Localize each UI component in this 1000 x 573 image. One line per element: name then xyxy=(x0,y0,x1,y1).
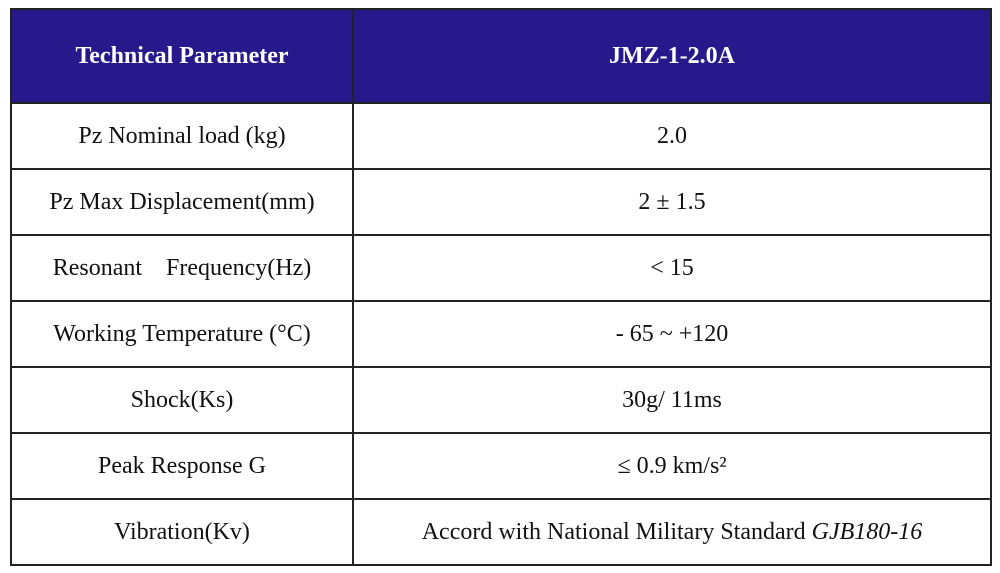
header-cell: JMZ-1-2.0A xyxy=(352,8,992,104)
parameter-table: Technical Parameter JMZ-1-2.0A Pz Nomina… xyxy=(10,8,992,566)
table-row: Peak Response G ≤ 0.9 km/s² xyxy=(10,432,992,500)
value-cell: - 65 ~ +120 xyxy=(352,300,992,368)
parameter-cell: Shock(Ks) xyxy=(10,366,354,434)
value-cell: 2.0 xyxy=(352,102,992,170)
parameter-cell: Pz Nominal load (kg) xyxy=(10,102,354,170)
value-cell: 30g/ 11ms xyxy=(352,366,992,434)
parameter-cell: Peak Response G xyxy=(10,432,354,500)
value-cell: 2 ± 1.5 xyxy=(352,168,992,236)
header-row: Technical Parameter JMZ-1-2.0A xyxy=(10,8,992,104)
table-row: Working Temperature (°C) - 65 ~ +120 xyxy=(10,300,992,368)
value-cell: ≤ 0.9 km/s² xyxy=(352,432,992,500)
header-cell: Technical Parameter xyxy=(10,8,354,104)
table-row: Resonant Frequency(Hz) < 15 xyxy=(10,234,992,302)
parameter-cell: Pz Max Displacement(mm) xyxy=(10,168,354,236)
parameter-cell: Working Temperature (°C) xyxy=(10,300,354,368)
parameter-cell: Resonant Frequency(Hz) xyxy=(10,234,354,302)
table-body: Pz Nominal load (kg) 2.0 Pz Max Displaceme… xyxy=(10,102,992,566)
cell-text: Accord with National Military Standard xyxy=(421,518,806,545)
table-row: Pz Max Displacement(mm) 2 ± 1.5 xyxy=(10,168,992,236)
value-cell: Accord with National Military Standard G… xyxy=(352,498,992,566)
standard-code: GJB180-16 xyxy=(811,518,923,545)
table-row: Pz Nominal load (kg) 2.0 xyxy=(10,102,992,170)
value-cell: < 15 xyxy=(352,234,992,302)
table-row: Vibration(Kv) Accord with National Milita… xyxy=(10,498,992,566)
parameter-cell: Vibration(Kv) xyxy=(10,498,354,566)
table-row: Shock(Ks) 30g/ 11ms xyxy=(10,366,992,434)
